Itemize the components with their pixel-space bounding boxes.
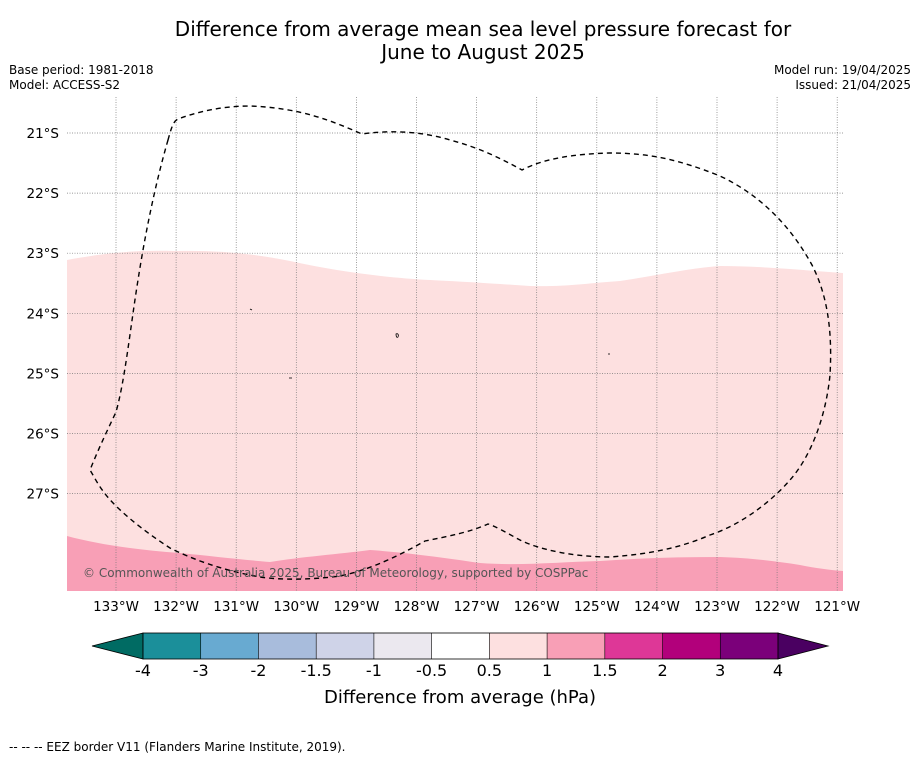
colorbar-tick-label: 1.5 [592, 661, 617, 680]
lon-axis: 133°W 132°W 131°W 130°W 129°W 128°W 127°W 126°W… [93, 599, 860, 615]
map-graticule [67, 97, 843, 591]
colorbar-tick-labels: -4 -3 -2 -1.5 -1 -0.5 0.5 1 1.5 2 3 4 [135, 661, 783, 680]
colorbar-bin [604, 633, 664, 659]
colorbar-tick-label: 1 [542, 661, 552, 680]
colorbar-extend-min [91, 632, 144, 660]
island-mark [395, 333, 399, 338]
model-run: Model run: 19/04/2025 [773, 63, 911, 77]
colorbar-bins [142, 633, 779, 659]
colorbar-tick-label: 0.5 [477, 661, 502, 680]
coastline-features [249, 308, 610, 379]
colorbar-tick-label: -0.5 [416, 661, 447, 680]
pressure-band-0p5-to-1 [67, 250, 843, 591]
colorbar-bin [662, 633, 721, 659]
colorbar-tick-label: -3 [193, 661, 209, 680]
colorbar-tick-label: 2 [657, 661, 667, 680]
copyright-notice: © Commonwealth of Australia 2025, Bureau… [83, 566, 588, 580]
colorbar-bin [373, 633, 433, 659]
lon-label: 121°W [814, 599, 860, 615]
title-line-1: Difference from average mean sea level p… [174, 17, 792, 41]
colorbar-bin [258, 633, 317, 659]
colorbar-tick-label: -1.5 [301, 661, 332, 680]
lat-label: 24°S [27, 306, 60, 322]
map-figure: © Commonwealth of Australia 2025, Bureau… [27, 97, 860, 708]
lon-label: 128°W [394, 599, 440, 615]
lon-label: 127°W [454, 599, 500, 615]
eez-footnote: -- -- -- EEZ border V11 (Flanders Marine… [9, 740, 346, 754]
title-line-2: June to August 2025 [381, 40, 585, 64]
lon-label: 124°W [634, 599, 680, 615]
lat-label: 27°S [27, 487, 60, 503]
lat-label: 26°S [27, 427, 60, 443]
lon-label: 129°W [333, 599, 379, 615]
lon-label: 126°W [514, 599, 560, 615]
colorbar: -4 -3 -2 -1.5 -1 -0.5 0.5 1 1.5 2 3 4 Difference fr… [91, 632, 830, 708]
colorbar-bin [316, 633, 375, 659]
colorbar-bin [720, 633, 779, 659]
colorbar-label: Difference from average (hPa) [324, 687, 596, 708]
colorbar-extend-max [777, 632, 830, 660]
island-mark [249, 308, 253, 311]
lat-label: 25°S [27, 366, 60, 382]
colorbar-tick-label: 4 [773, 661, 783, 680]
lon-label: 130°W [273, 599, 319, 615]
lat-axis: 21°S 22°S 23°S 24°S 25°S 26°S 27°S [27, 126, 60, 503]
colorbar-bin [547, 633, 606, 659]
lat-label: 21°S [27, 126, 60, 142]
issued-date: Issued: 21/04/2025 [795, 78, 911, 92]
model-name: Model: ACCESS-S2 [9, 78, 121, 92]
colorbar-bin [489, 633, 548, 659]
lat-label: 22°S [27, 186, 60, 202]
lon-label: 132°W [153, 599, 199, 615]
colorbar-tick-label: -2 [250, 661, 266, 680]
lon-label: 133°W [93, 599, 139, 615]
colorbar-tick-label: 3 [715, 661, 725, 680]
colorbar-tick-label: -1 [366, 661, 382, 680]
lon-label: 131°W [213, 599, 259, 615]
map-panel: © Commonwealth of Australia 2025, Bureau… [67, 97, 843, 591]
eez-border [89, 105, 832, 580]
colorbar-frame [142, 632, 779, 660]
colorbar-bin [143, 633, 202, 659]
meta-right: Model run: 19/04/2025 Issued: 21/04/2025 [774, 63, 911, 93]
colorbar-bin [431, 633, 490, 659]
base-period: Base period: 1981-2018 [9, 63, 154, 77]
lon-label: 122°W [754, 599, 800, 615]
colorbar-tick-label: -4 [135, 661, 151, 680]
lon-label: 125°W [574, 599, 620, 615]
colorbar-bin [200, 633, 259, 659]
chart-title: Difference from average mean sea level p… [0, 18, 919, 64]
lat-label: 23°S [27, 246, 60, 262]
lon-label: 123°W [694, 599, 740, 615]
meta-left: Base period: 1981-2018 Model: ACCESS-S2 [9, 63, 154, 93]
